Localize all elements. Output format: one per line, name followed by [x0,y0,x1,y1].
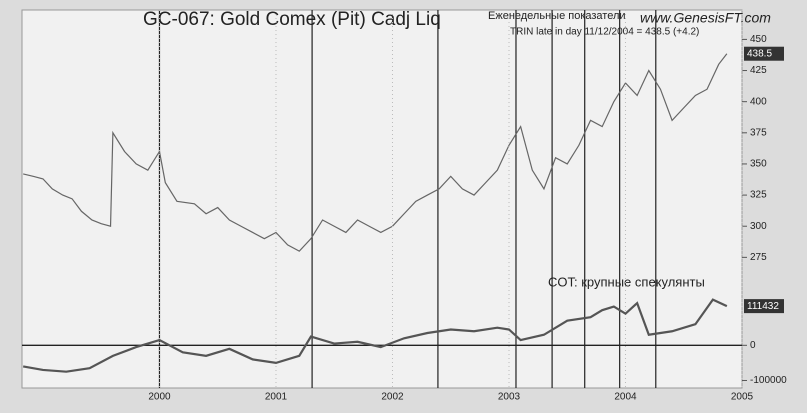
data-line [23,53,728,252]
data-line [22,298,728,373]
y-tick-label: -100000 [750,375,787,386]
y-tick-label: 375 [750,127,767,138]
chart-title: GC-067: Gold Comex (Pit) Cadj Liq [143,9,441,30]
last-value-label: 111432 [747,301,779,312]
y-tick-label: 400 [750,96,767,107]
x-tick-label: 2003 [498,392,521,403]
y-tick-label: 275 [750,252,767,263]
x-tick-label: 2004 [614,392,637,403]
panel-title: COT: крупные спекулянты [548,274,705,289]
x-tick-label: 2002 [381,392,404,403]
source: www.GenesisFT.com [640,10,771,26]
x-tick-label: 2005 [731,392,754,403]
y-tick-label: 0 [750,340,756,351]
y-tick-label: 300 [750,221,767,232]
last-value-badge [744,46,784,61]
y-tick-label: 325 [750,190,767,201]
y-tick-label: 350 [750,159,767,170]
y-tick-label: 450 [750,34,767,45]
last-value-badge [744,299,784,314]
subtitle: Еженедельные показатели [488,10,626,22]
annotation: TRIN late in day 11/12/2004 = 438.5 (+4.… [510,27,699,38]
last-value-label: 438.5 [747,48,772,59]
x-tick-label: 2001 [265,392,288,403]
x-tick-label: 2000 [148,392,171,403]
y-tick-label: 425 [750,65,767,76]
plot-area [21,9,743,389]
